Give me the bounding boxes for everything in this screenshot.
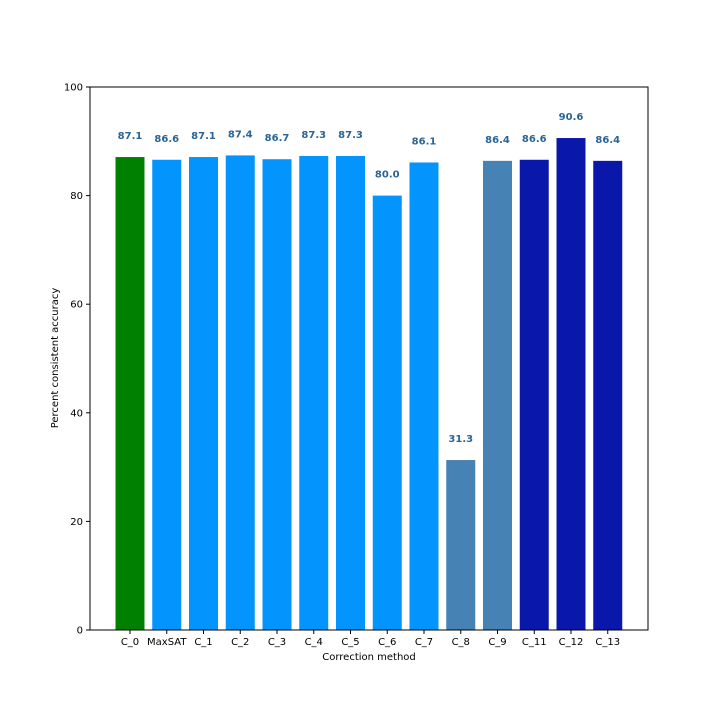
x-tick-label: C_8 <box>452 637 470 648</box>
bar-c-12 <box>556 138 586 631</box>
bar-c-7 <box>409 162 439 631</box>
x-axis: C_0 MaxSAT C_1 C_2 C_3 C_4 C_5 C_6 C_7 C_8 C_9 C_11… <box>121 630 620 648</box>
x-axis-label: Correction method <box>322 652 416 663</box>
x-tick-label: C_5 <box>341 637 359 648</box>
x-tick-label: C_0 <box>121 637 139 648</box>
bar-c-0 <box>115 157 145 630</box>
value-label: 87.1 <box>191 131 216 142</box>
bar-c-11 <box>519 159 549 630</box>
value-label: 86.4 <box>595 135 620 146</box>
value-label: 87.4 <box>228 129 253 140</box>
x-tick-label: MaxSAT <box>147 637 187 648</box>
y-tick-label: 60 <box>70 300 83 311</box>
value-label: 87.3 <box>338 130 363 141</box>
x-tick-label: C_7 <box>415 637 433 648</box>
bar-c-2 <box>225 155 255 630</box>
value-label: 86.4 <box>485 135 510 146</box>
value-label: 31.3 <box>448 434 473 445</box>
bar-c-9 <box>483 160 512 630</box>
value-label: 86.6 <box>154 134 179 145</box>
x-tick-label: C_3 <box>268 637 286 648</box>
value-label: 86.7 <box>265 133 290 144</box>
bar-c-4 <box>299 155 329 630</box>
value-label: 87.3 <box>301 130 326 141</box>
bar-c-13 <box>593 160 623 630</box>
x-tick-label: C_11 <box>522 637 547 648</box>
value-label: 90.6 <box>559 112 584 123</box>
value-label: 80.0 <box>375 170 400 181</box>
y-tick-label: 20 <box>70 517 83 528</box>
y-tick-label: 100 <box>64 83 83 94</box>
bar-c-1 <box>189 157 218 630</box>
plot-frame <box>89 86 649 631</box>
x-tick-label: C_12 <box>559 637 584 648</box>
value-label: 86.6 <box>522 134 547 145</box>
x-tick-label: C_2 <box>231 637 249 648</box>
bar-c-3 <box>262 159 292 630</box>
value-labels-layer: 87.1 86.6 87.1 87.4 86.7 87.3 87.3 80.0 86.1 31.3… <box>118 112 620 445</box>
y-tick-label: 80 <box>70 191 83 202</box>
value-label: 86.1 <box>412 136 437 147</box>
bar-c-5 <box>336 155 365 630</box>
bar-c-8 <box>446 460 476 630</box>
bar-c-6 <box>372 195 402 630</box>
value-label: 87.1 <box>118 131 143 142</box>
x-tick-label: C_9 <box>488 637 506 648</box>
y-axis: 0 20 40 60 80 100 <box>64 83 90 637</box>
x-tick-label: C_1 <box>194 637 212 648</box>
bar-maxsat <box>152 159 182 630</box>
y-tick-label: 40 <box>70 408 83 419</box>
x-tick-label: C_4 <box>305 637 323 648</box>
bars-layer <box>115 138 623 631</box>
y-tick-label: 0 <box>77 626 83 637</box>
x-tick-label: C_6 <box>378 637 396 648</box>
y-axis-label: Percent consistent accuracy <box>50 288 61 429</box>
x-tick-label: C_13 <box>595 637 620 648</box>
